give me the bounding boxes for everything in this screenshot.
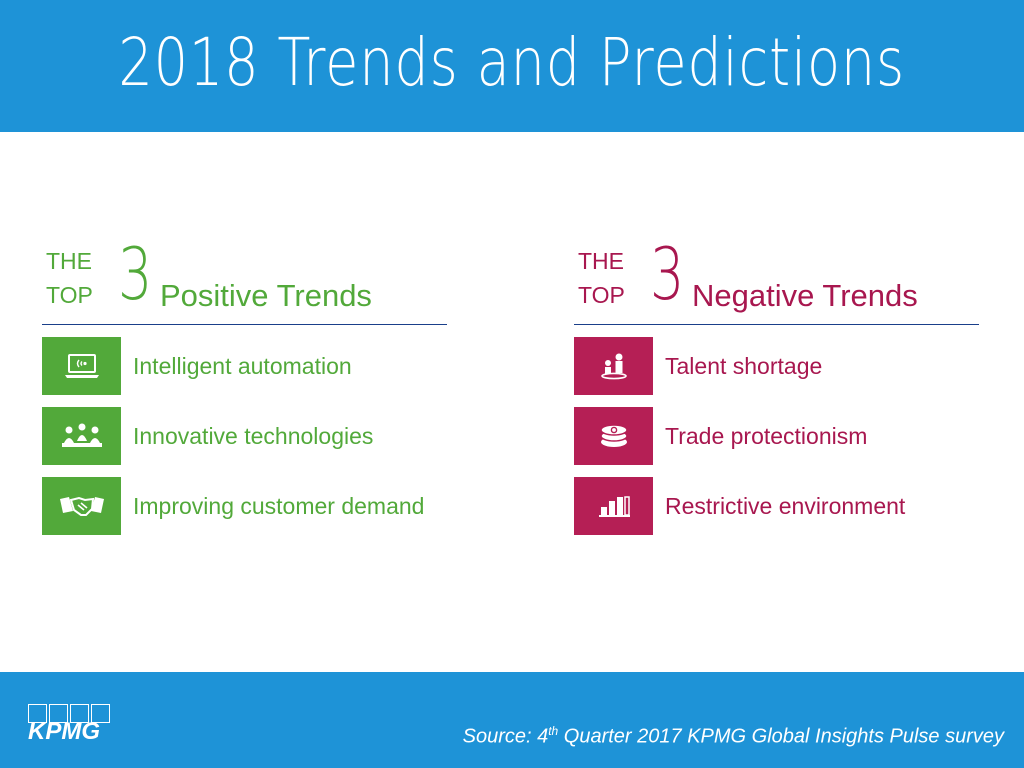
list-item-label: Improving customer demand <box>133 492 425 519</box>
meeting-people-icon <box>42 407 121 465</box>
positive-list: Intelligent automation Innovative techno… <box>42 337 424 547</box>
list-item: Restrictive environment <box>574 477 905 535</box>
positive-panel-heading: THE TOP 3 Positive Trends <box>42 234 497 325</box>
footer-banner: KPMG Source: 4th Quarter 2017 KPMG Globa… <box>0 672 1024 768</box>
negative-list: Talent shortage Trade protectionism <box>574 337 905 547</box>
list-item-label: Restrictive environment <box>665 492 906 519</box>
positive-the-top: THE TOP <box>46 244 93 312</box>
source-note: Source: 4th Quarter 2017 KPMG Global Ins… <box>463 724 1004 749</box>
negative-the-top: THE TOP <box>578 244 625 312</box>
logo-text: KPMG <box>28 718 100 745</box>
money-stack-icon <box>574 407 653 465</box>
negative-panel-heading: THE TOP 3 Negative Trends <box>574 234 979 325</box>
positive-divider <box>42 324 447 325</box>
list-item-label: Trade protectionism <box>665 422 868 449</box>
list-item: Talent shortage <box>574 337 905 395</box>
list-item-label: Intelligent automation <box>133 352 352 379</box>
list-item: Trade protectionism <box>574 407 905 465</box>
header-banner: 2018 Trends and Predictions <box>0 0 1024 132</box>
positive-number: 3 <box>118 232 153 316</box>
list-item: Improving customer demand <box>42 477 424 535</box>
logo-boxes <box>28 704 110 723</box>
people-icon <box>574 337 653 395</box>
source-suffix: Quarter 2017 KPMG Global Insights Pulse … <box>558 725 1004 748</box>
handshake-icon <box>42 477 121 535</box>
bar-chart-icon <box>574 477 653 535</box>
kpmg-logo: KPMG <box>28 704 124 748</box>
negative-title: Negative Trends <box>692 278 918 313</box>
page-title: 2018 Trends and Predictions <box>118 23 906 101</box>
positive-title: Positive Trends <box>160 278 372 313</box>
list-item: Intelligent automation <box>42 337 424 395</box>
source-superscript: th <box>548 724 559 738</box>
list-item-label: Talent shortage <box>665 352 823 379</box>
negative-trends-panel: THE TOP 3 Negative Trends Talent shortag… <box>574 234 979 535</box>
laptop-signal-icon <box>42 337 121 395</box>
list-item: Innovative technologies <box>42 407 424 465</box>
negative-number: 3 <box>650 232 685 316</box>
negative-top-label: TOP <box>578 282 625 308</box>
positive-trends-panel: THE TOP 3 Positive Trends Intelligent au… <box>42 234 497 535</box>
list-item-label: Innovative technologies <box>133 422 374 449</box>
negative-divider <box>574 324 979 325</box>
positive-top-label: TOP <box>46 282 93 308</box>
negative-the-label: THE <box>578 248 624 274</box>
source-prefix: Source: 4 <box>462 725 549 748</box>
positive-the-label: THE <box>46 248 92 274</box>
